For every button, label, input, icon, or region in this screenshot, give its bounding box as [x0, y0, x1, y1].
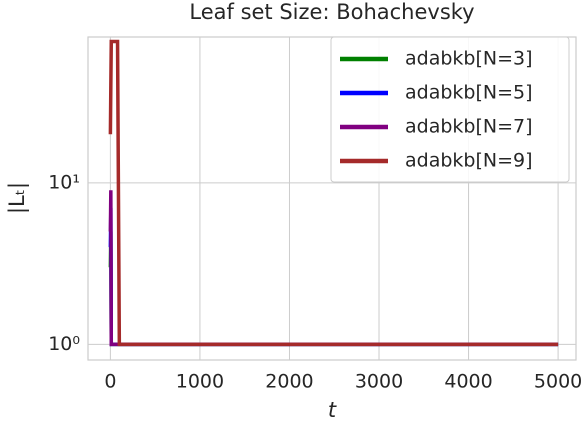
y-tick-label: 10⁰ — [48, 333, 80, 355]
legend: adabkb[N=3] adabkb[N=5] adabkb[N=7] adabkb[… — [330, 36, 570, 183]
x-tick-label: 2000 — [265, 371, 313, 393]
legend-box — [330, 36, 570, 183]
y-tick-label: 10¹ — [48, 171, 80, 193]
x-axis-label: t — [328, 398, 337, 422]
series-line — [108, 39, 559, 347]
legend-label: adabkb[N=5] — [405, 82, 533, 104]
x-tick-label: 4000 — [444, 371, 492, 393]
chart-title: Leaf set Size: Bohachevsky — [189, 0, 474, 24]
x-tick-label: 3000 — [355, 371, 403, 393]
legend-label: adabkb[N=7] — [405, 116, 533, 138]
y-axis-label: |Lₜ| — [5, 182, 30, 214]
x-tick-label: 1000 — [176, 371, 224, 393]
legend-label: adabkb[N=9] — [405, 150, 533, 172]
legend-label: adabkb[N=3] — [405, 48, 533, 70]
x-tick-label: 5000 — [534, 371, 582, 393]
x-tick-label: 0 — [104, 371, 116, 393]
